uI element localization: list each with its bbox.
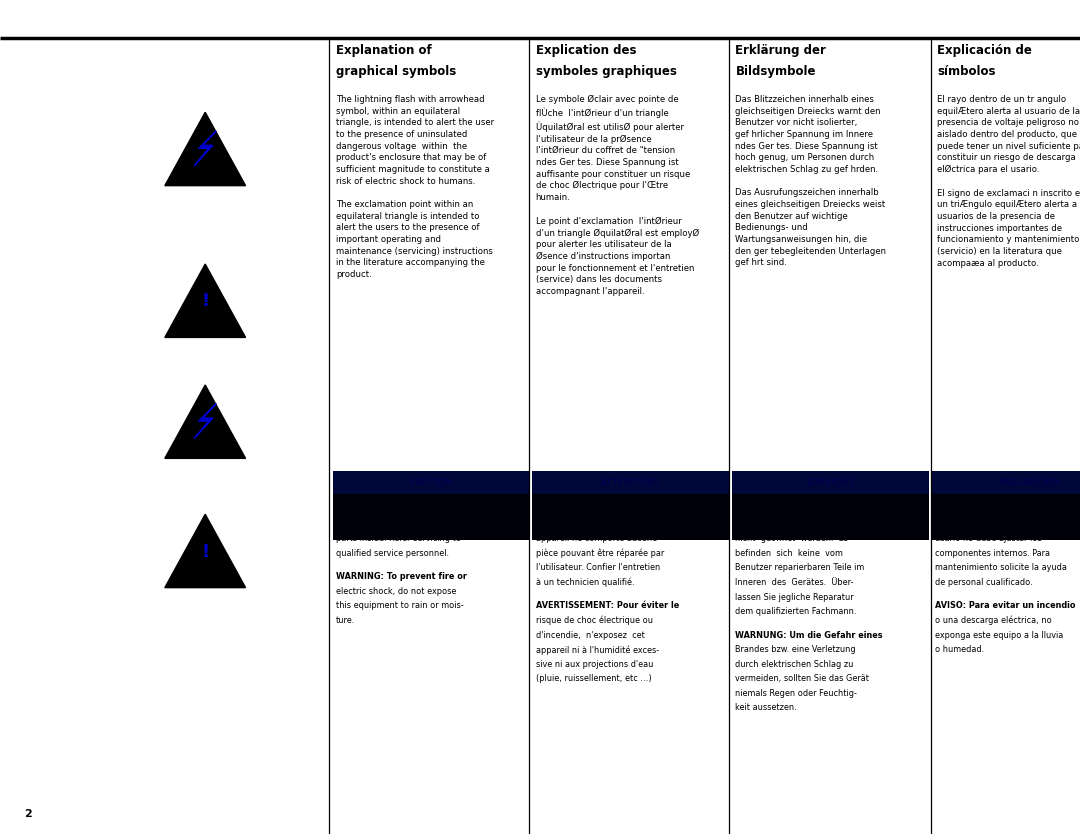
Text: usario no debe ajustar los: usario no debe ajustar los bbox=[935, 535, 1042, 543]
Bar bbox=[333, 471, 529, 494]
Bar bbox=[732, 471, 929, 494]
Text: d'incendie,  n'exposez  cet: d'incendie, n'exposez cet bbox=[536, 631, 645, 640]
Text: de personal cualificado.: de personal cualificado. bbox=[935, 578, 1032, 587]
Text: lassen Sie jegliche Reparatur: lassen Sie jegliche Reparatur bbox=[735, 593, 854, 601]
Text: sive ni aux projections d'eau: sive ni aux projections d'eau bbox=[536, 660, 653, 669]
Text: Brandes bzw. eine Verletzung: Brandes bzw. eine Verletzung bbox=[735, 646, 856, 654]
Text: Explicación de: Explicación de bbox=[937, 44, 1032, 58]
Text: niemals Regen oder Feuchtig-: niemals Regen oder Feuchtig- bbox=[735, 689, 858, 698]
Text: appareil ni à l'humidité exces-: appareil ni à l'humidité exces- bbox=[536, 646, 659, 655]
Text: appareil ne comporte aucune: appareil ne comporte aucune bbox=[536, 535, 657, 543]
Text: Erklärung der: Erklärung der bbox=[735, 44, 826, 58]
Text: The lightning flash with arrowhead
symbol, within an equilateral
triangle, is in: The lightning flash with arrowhead symbo… bbox=[336, 95, 494, 279]
Text: Le symbole Øclair avec pointe de
flÙche  l'intØrieur d'un triangle
ÙquilatØral e: Le symbole Øclair avec pointe de flÙche … bbox=[536, 95, 699, 296]
Bar bbox=[932, 471, 1080, 540]
Text: o una descarga eléctrica, no: o una descarga eléctrica, no bbox=[935, 616, 1052, 626]
Polygon shape bbox=[165, 113, 245, 186]
Text: 2: 2 bbox=[24, 809, 31, 819]
Polygon shape bbox=[165, 385, 245, 459]
Bar bbox=[532, 471, 729, 540]
Text: pas enlever le couvercle. Cet: pas enlever le couvercle. Cet bbox=[536, 520, 654, 529]
Text: PRECAUCIÓN: Para reducir el: PRECAUCIÓN: Para reducir el bbox=[935, 490, 1068, 500]
Text: parts inside. Refer servicing to: parts inside. Refer servicing to bbox=[336, 535, 461, 543]
Text: riesgo  de  alguna  descarga: riesgo de alguna descarga bbox=[935, 505, 1052, 514]
Text: qualified service personnel.: qualified service personnel. bbox=[336, 549, 449, 558]
Bar bbox=[732, 471, 929, 540]
Text: symboles graphiques: symboles graphiques bbox=[536, 65, 676, 78]
Text: risques de choc électrique, ne: risques de choc électrique, ne bbox=[536, 505, 660, 515]
Text: befinden  sich  keine  vom: befinden sich keine vom bbox=[735, 549, 843, 558]
Bar bbox=[532, 471, 729, 494]
Text: Das Blitzzeichen innerhalb eines
gleichseitigen Dreiecks warnt den
Benutzer vor : Das Blitzzeichen innerhalb eines gleichs… bbox=[735, 95, 887, 268]
Text: electric shock, do not remove: electric shock, do not remove bbox=[336, 505, 458, 514]
Text: pièce pouvant être réparée par: pièce pouvant être réparée par bbox=[536, 549, 664, 558]
Text: graphical symbols: graphical symbols bbox=[336, 65, 456, 78]
Text: o humedad.: o humedad. bbox=[935, 646, 984, 654]
Text: l'utilisateur. Confier l'entretien: l'utilisateur. Confier l'entretien bbox=[536, 564, 660, 572]
Text: mantenimiento solicite la ayuda: mantenimiento solicite la ayuda bbox=[935, 564, 1067, 572]
Text: WARNING: To prevent fire or: WARNING: To prevent fire or bbox=[336, 572, 467, 581]
Text: El rayo dentro de un tr angulo
equilÆtero alerta al usuario de la
presencia de v: El rayo dentro de un tr angulo equilÆter… bbox=[937, 95, 1080, 268]
Text: vermeiden, darf das Gehäuse: vermeiden, darf das Gehäuse bbox=[735, 520, 856, 529]
Polygon shape bbox=[194, 404, 216, 439]
Text: ATTENTION: Pour éviter les: ATTENTION: Pour éviter les bbox=[536, 490, 661, 500]
Text: Inneren  des  Gerätes.  Über-: Inneren des Gerätes. Über- bbox=[735, 578, 854, 587]
Text: PRECAUCIÓN: PRECAUCIÓN bbox=[998, 478, 1059, 487]
Text: durch elektrischen Schlag zu: durch elektrischen Schlag zu bbox=[735, 660, 854, 669]
Text: keit aussetzen.: keit aussetzen. bbox=[735, 704, 797, 712]
Text: the cover. No user-serviceable: the cover. No user-serviceable bbox=[336, 520, 460, 529]
Text: durch elektrischen Schlag zu: durch elektrischen Schlag zu bbox=[735, 505, 854, 514]
Text: VORSICHT:  Um  Gefährdung: VORSICHT: Um Gefährdung bbox=[735, 490, 865, 500]
Text: AVISO: Para evitar un incendio: AVISO: Para evitar un incendio bbox=[935, 601, 1076, 610]
Text: AVERTISSEMENT: Pour éviter le: AVERTISSEMENT: Pour éviter le bbox=[536, 601, 679, 610]
Polygon shape bbox=[194, 131, 216, 166]
Polygon shape bbox=[165, 264, 245, 338]
Text: componentes internos. Para: componentes internos. Para bbox=[935, 549, 1050, 558]
Text: CAUTION: CAUTION bbox=[409, 478, 453, 487]
Bar bbox=[932, 471, 1080, 494]
Text: ture.: ture. bbox=[336, 616, 355, 625]
Text: electric shock, do not expose: electric shock, do not expose bbox=[336, 587, 456, 595]
Text: ATTENTION!: ATTENTION! bbox=[602, 478, 660, 487]
Text: !: ! bbox=[201, 543, 210, 560]
Text: this equipment to rain or mois-: this equipment to rain or mois- bbox=[336, 601, 463, 610]
Text: WARNUNG: Um die Gefahr eines: WARNUNG: Um die Gefahr eines bbox=[735, 631, 883, 640]
Polygon shape bbox=[165, 515, 245, 588]
Text: à un technicien qualifié.: à un technicien qualifié. bbox=[536, 578, 634, 587]
Text: (pluie, ruissellement, etc …): (pluie, ruissellement, etc …) bbox=[536, 675, 651, 683]
Text: vermeiden, sollten Sie das Gerät: vermeiden, sollten Sie das Gerät bbox=[735, 675, 869, 683]
Text: VORSICHT: VORSICHT bbox=[806, 478, 855, 487]
Text: exponga este equipo a la lluvia: exponga este equipo a la lluvia bbox=[935, 631, 1064, 640]
Text: nicht  geöffnet  werden.  Es: nicht geöffnet werden. Es bbox=[735, 535, 849, 543]
Text: Bildsymbole: Bildsymbole bbox=[735, 65, 816, 78]
Text: eléctrica, no quite la tapa. El: eléctrica, no quite la tapa. El bbox=[935, 520, 1053, 529]
Text: risque de choc électrique ou: risque de choc électrique ou bbox=[536, 616, 652, 626]
Bar bbox=[333, 471, 529, 540]
Text: Explication des: Explication des bbox=[536, 44, 636, 58]
Text: símbolos: símbolos bbox=[937, 65, 996, 78]
Text: Benutzer reparierbaren Teile im: Benutzer reparierbaren Teile im bbox=[735, 564, 865, 572]
Text: CAUTION: To reduce the risk of: CAUTION: To reduce the risk of bbox=[336, 490, 477, 500]
Text: !: ! bbox=[201, 293, 210, 310]
Text: Explanation of: Explanation of bbox=[336, 44, 432, 58]
Text: dem qualifizierten Fachmann.: dem qualifizierten Fachmann. bbox=[735, 607, 856, 616]
